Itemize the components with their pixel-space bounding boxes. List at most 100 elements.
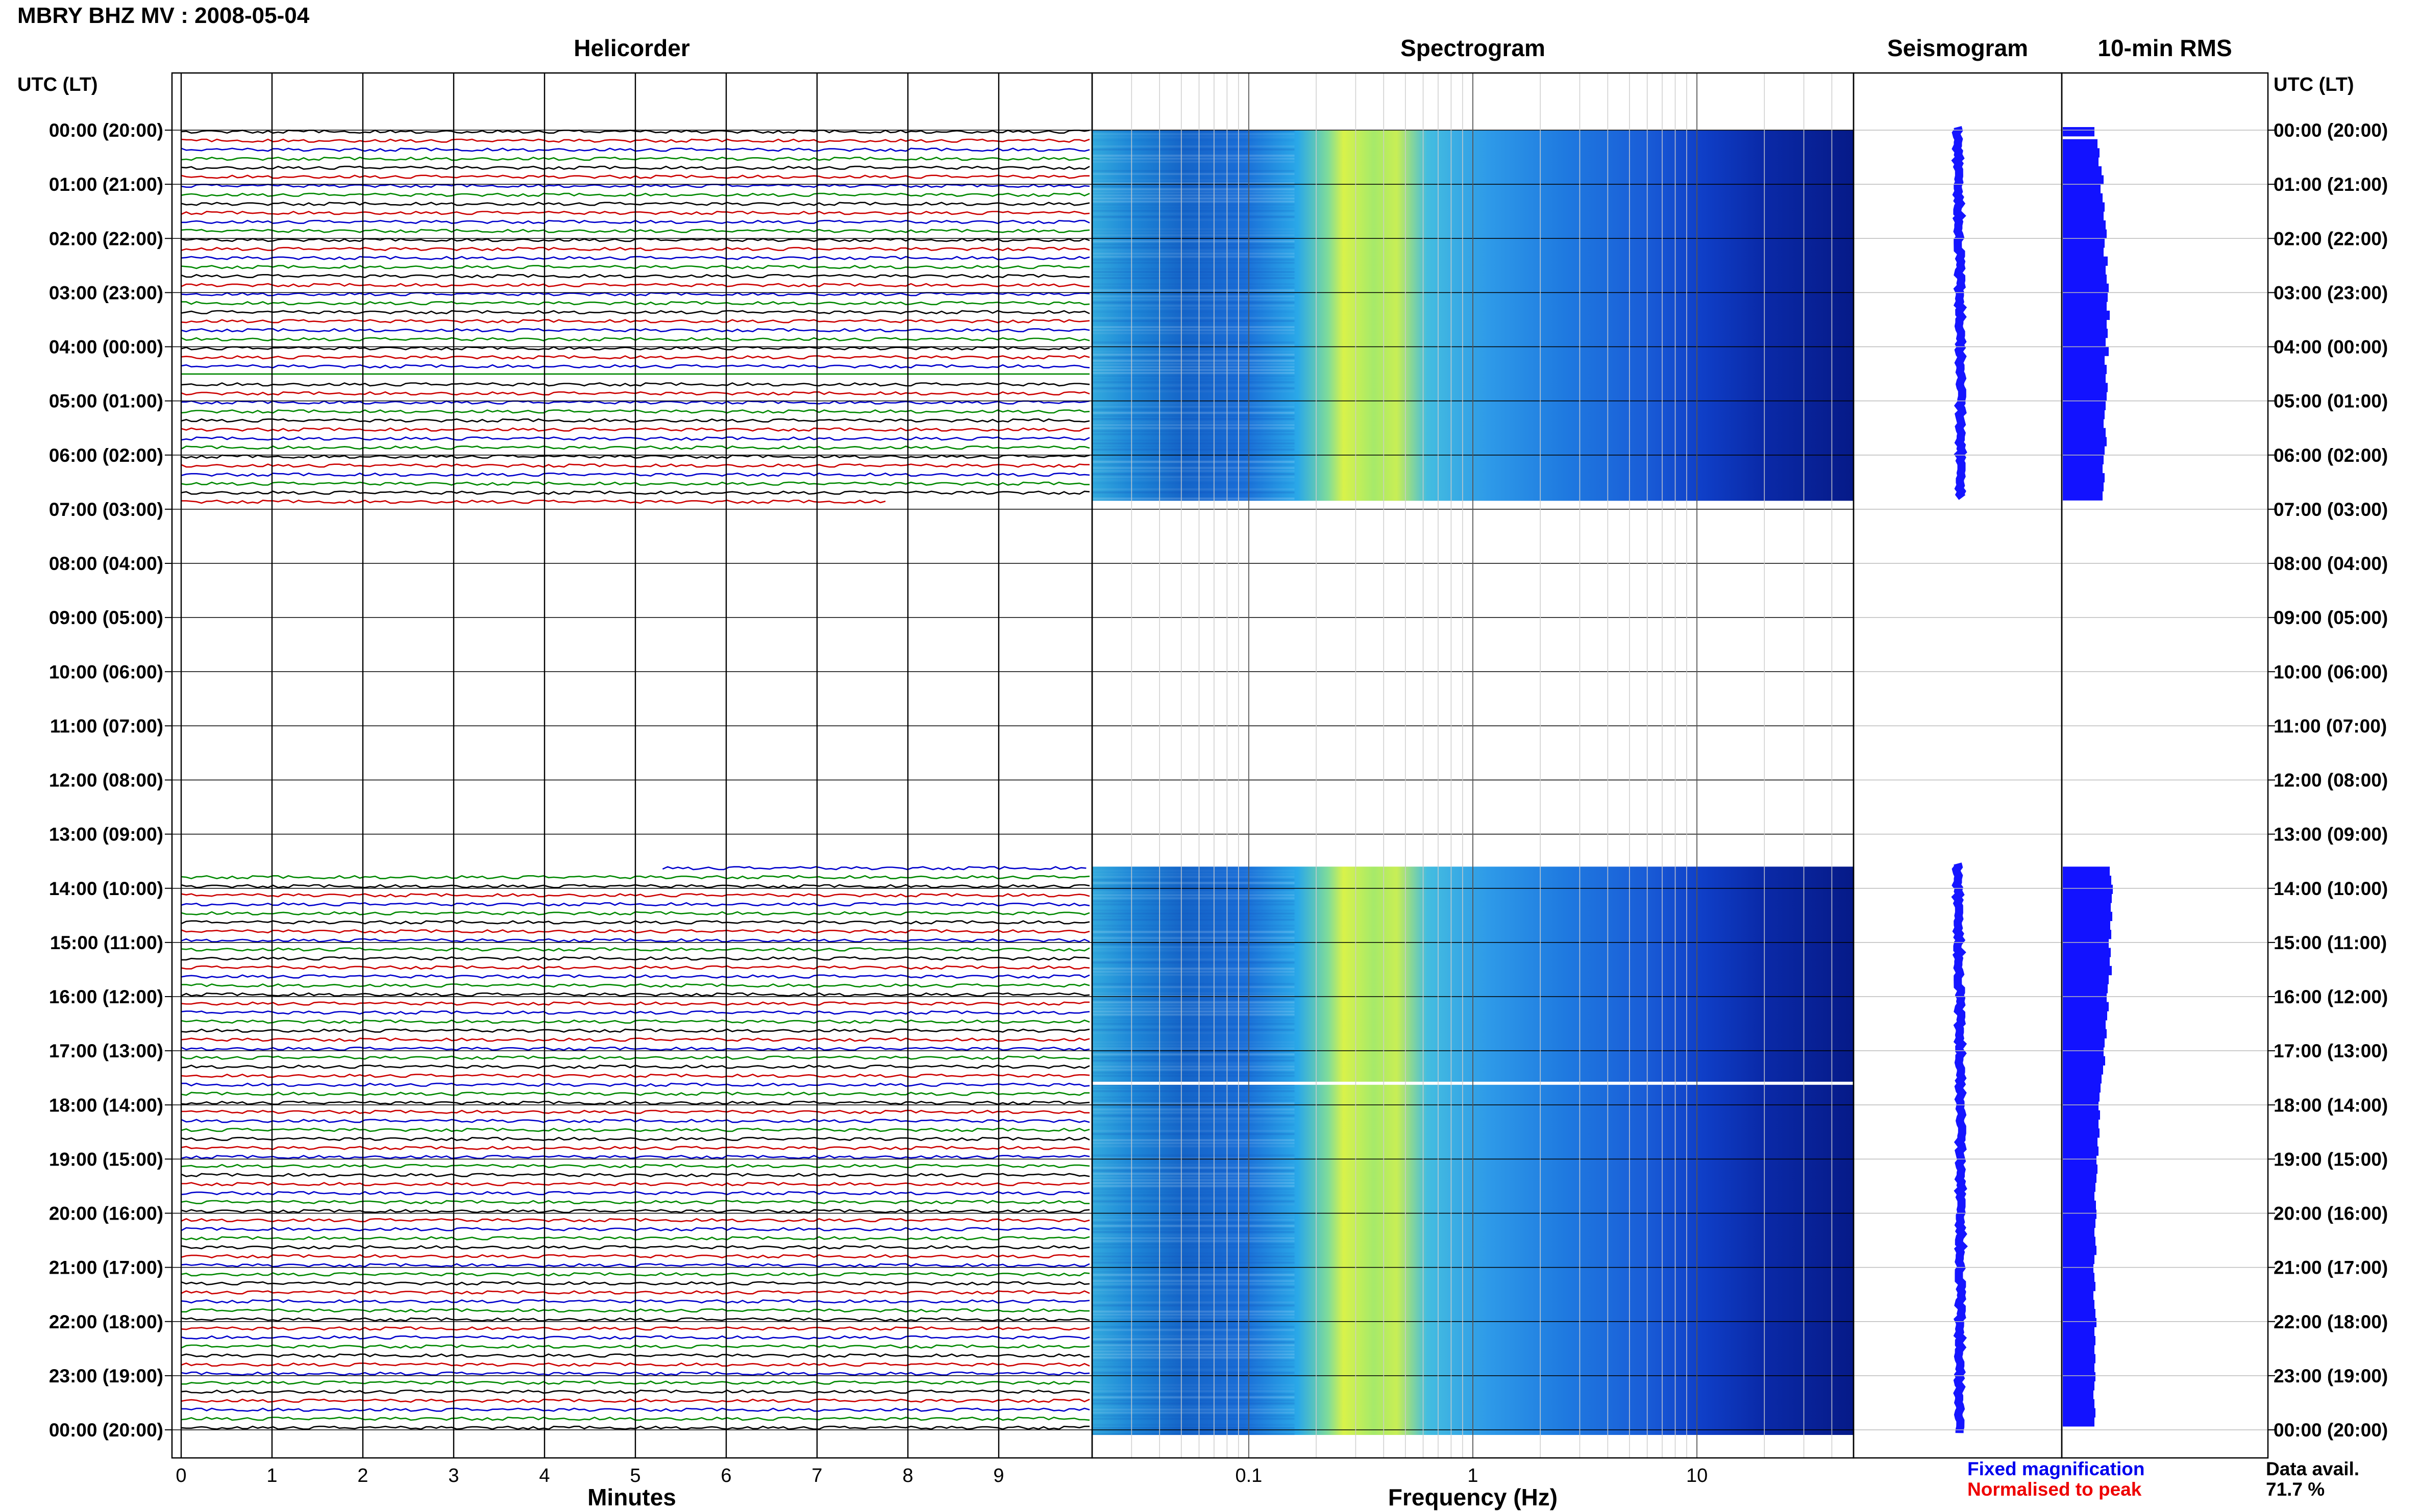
rms-bar <box>2063 229 2107 239</box>
rms-bar <box>2063 1236 2095 1246</box>
rms-bar <box>2063 302 2107 311</box>
time-tick-label-right: 04:00 (00:00) <box>2274 337 2388 358</box>
rms-bar <box>2063 220 2106 230</box>
time-tick-label-left: 15:00 (11:00) <box>50 932 163 953</box>
rms-bar <box>2063 401 2106 410</box>
rms-bar <box>2063 975 2109 984</box>
minute-tick-label: 5 <box>630 1465 640 1486</box>
rms-bar <box>2063 1273 2094 1282</box>
minute-tick-label: 0 <box>176 1465 186 1486</box>
rms-bar <box>2063 1281 2095 1292</box>
rms-bar <box>2063 1308 2095 1319</box>
rms-bar <box>2063 419 2104 429</box>
frequency-tick-label: 1 <box>1467 1465 1478 1486</box>
minute-tick-label: 3 <box>448 1465 459 1486</box>
time-tick-label-left: 12:00 (08:00) <box>49 770 163 791</box>
time-tick-label-left: 06:00 (02:00) <box>49 445 163 466</box>
time-tick-label-right: 16:00 (12:00) <box>2274 986 2388 1007</box>
rms-bar <box>2063 1020 2106 1030</box>
rms-bar <box>2063 1137 2097 1147</box>
rms-bar <box>2063 1219 2095 1228</box>
time-tick-label-left: 01:00 (21:00) <box>49 174 163 195</box>
time-tick-label-left: 23:00 (19:00) <box>49 1366 163 1386</box>
rms-bar <box>2063 866 2110 876</box>
data-avail-value: 71.7 % <box>2266 1479 2325 1500</box>
rms-bar <box>2063 256 2108 266</box>
rms-bar <box>2063 894 2112 903</box>
rms-bar <box>2063 193 2103 203</box>
rms-bar <box>2063 265 2106 275</box>
page-title: MBRY BHZ MV : 2008-05-04 <box>17 3 310 28</box>
rms-bar <box>2063 1119 2099 1129</box>
rms-bar <box>2063 984 2108 994</box>
rms-bar <box>2063 965 2112 976</box>
rms-bar <box>2063 356 2105 365</box>
rms-bar <box>2063 1128 2100 1138</box>
rms-bar <box>2063 911 2112 922</box>
rms-bar <box>2063 283 2109 293</box>
rms-bar <box>2063 1246 2096 1255</box>
minute-tick-label: 6 <box>721 1465 731 1486</box>
rms-bar <box>2063 446 2105 456</box>
time-tick-label-left: 07:00 (03:00) <box>49 499 163 520</box>
rms-bar <box>2063 1200 2096 1210</box>
minute-tick-label: 7 <box>811 1465 822 1486</box>
rms-bar <box>2063 157 2099 167</box>
time-tick-label-right: 22:00 (18:00) <box>2274 1311 2388 1332</box>
rms-frame <box>2061 72 2269 1459</box>
seismogram-trace <box>1951 862 1968 1433</box>
time-tick-label-right: 20:00 (16:00) <box>2274 1203 2388 1224</box>
time-tick-label-right: 12:00 (08:00) <box>2274 770 2388 791</box>
rms-bar <box>2063 957 2110 966</box>
rms-bar <box>2063 938 2109 949</box>
helicorder-trace <box>181 500 886 504</box>
rms-bar <box>2063 903 2111 912</box>
time-tick-label-right: 00:00 (20:00) <box>2274 120 2388 141</box>
rms-bar <box>2063 1029 2107 1038</box>
rms-bar <box>2063 1056 2105 1066</box>
time-tick-label-right: 02:00 (22:00) <box>2274 228 2388 249</box>
rms-bar <box>2063 127 2094 137</box>
rms-bar <box>2063 184 2101 194</box>
time-tick-label-right: 06:00 (02:00) <box>2274 445 2388 466</box>
rms-bar <box>2063 1363 2094 1373</box>
rms-bar <box>2063 1110 2100 1120</box>
rms-bar <box>2063 1182 2095 1192</box>
helicorder-trace <box>662 866 1087 871</box>
time-tick-label-right: 23:00 (19:00) <box>2274 1366 2388 1386</box>
time-tick-label-right: 19:00 (15:00) <box>2274 1149 2388 1170</box>
time-tick-label-right: 15:00 (11:00) <box>2274 932 2387 953</box>
minute-tick-label: 4 <box>539 1465 550 1486</box>
rms-bar <box>2063 319 2107 329</box>
rms-bar <box>2063 337 2106 348</box>
rms-bar <box>2063 921 2110 930</box>
time-tick-label-right: 18:00 (14:00) <box>2274 1095 2388 1116</box>
time-tick-label-right: 08:00 (04:00) <box>2274 553 2388 574</box>
minute-tick-label: 8 <box>902 1465 913 1486</box>
time-tick-label-right: 10:00 (06:00) <box>2274 661 2388 682</box>
time-tick-label-left: 00:00 (20:00) <box>49 1420 163 1441</box>
data-avail-label: Data avail. <box>2266 1458 2360 1479</box>
minute-tick-label: 1 <box>266 1465 277 1486</box>
time-tick-label-left: 11:00 (07:00) <box>50 715 163 736</box>
helicorder-title: Helicorder <box>574 35 690 61</box>
rms-bar <box>2063 1074 2102 1084</box>
time-tick-label-right: 05:00 (01:00) <box>2274 391 2388 412</box>
rms-bar <box>2063 410 2105 419</box>
time-tick-label-left: 04:00 (00:00) <box>49 337 163 358</box>
time-tick-label-left: 14:00 (10:00) <box>49 878 163 899</box>
time-tick-label-left: 19:00 (15:00) <box>49 1149 163 1170</box>
rms-bar <box>2063 292 2108 302</box>
rms-bar <box>2063 1417 2094 1427</box>
rms-bar <box>2063 1254 2094 1265</box>
time-tick-label-left: 03:00 (23:00) <box>49 282 163 303</box>
time-tick-label-left: 21:00 (17:00) <box>49 1257 163 1278</box>
time-tick-label-right: 14:00 (10:00) <box>2274 878 2388 899</box>
rms-bar <box>2063 148 2100 158</box>
rms-bar <box>2063 1327 2094 1336</box>
rms-bar <box>2063 211 2104 221</box>
rms-bar <box>2063 166 2102 176</box>
rms-bar <box>2063 1164 2097 1174</box>
rms-bar <box>2063 383 2108 392</box>
